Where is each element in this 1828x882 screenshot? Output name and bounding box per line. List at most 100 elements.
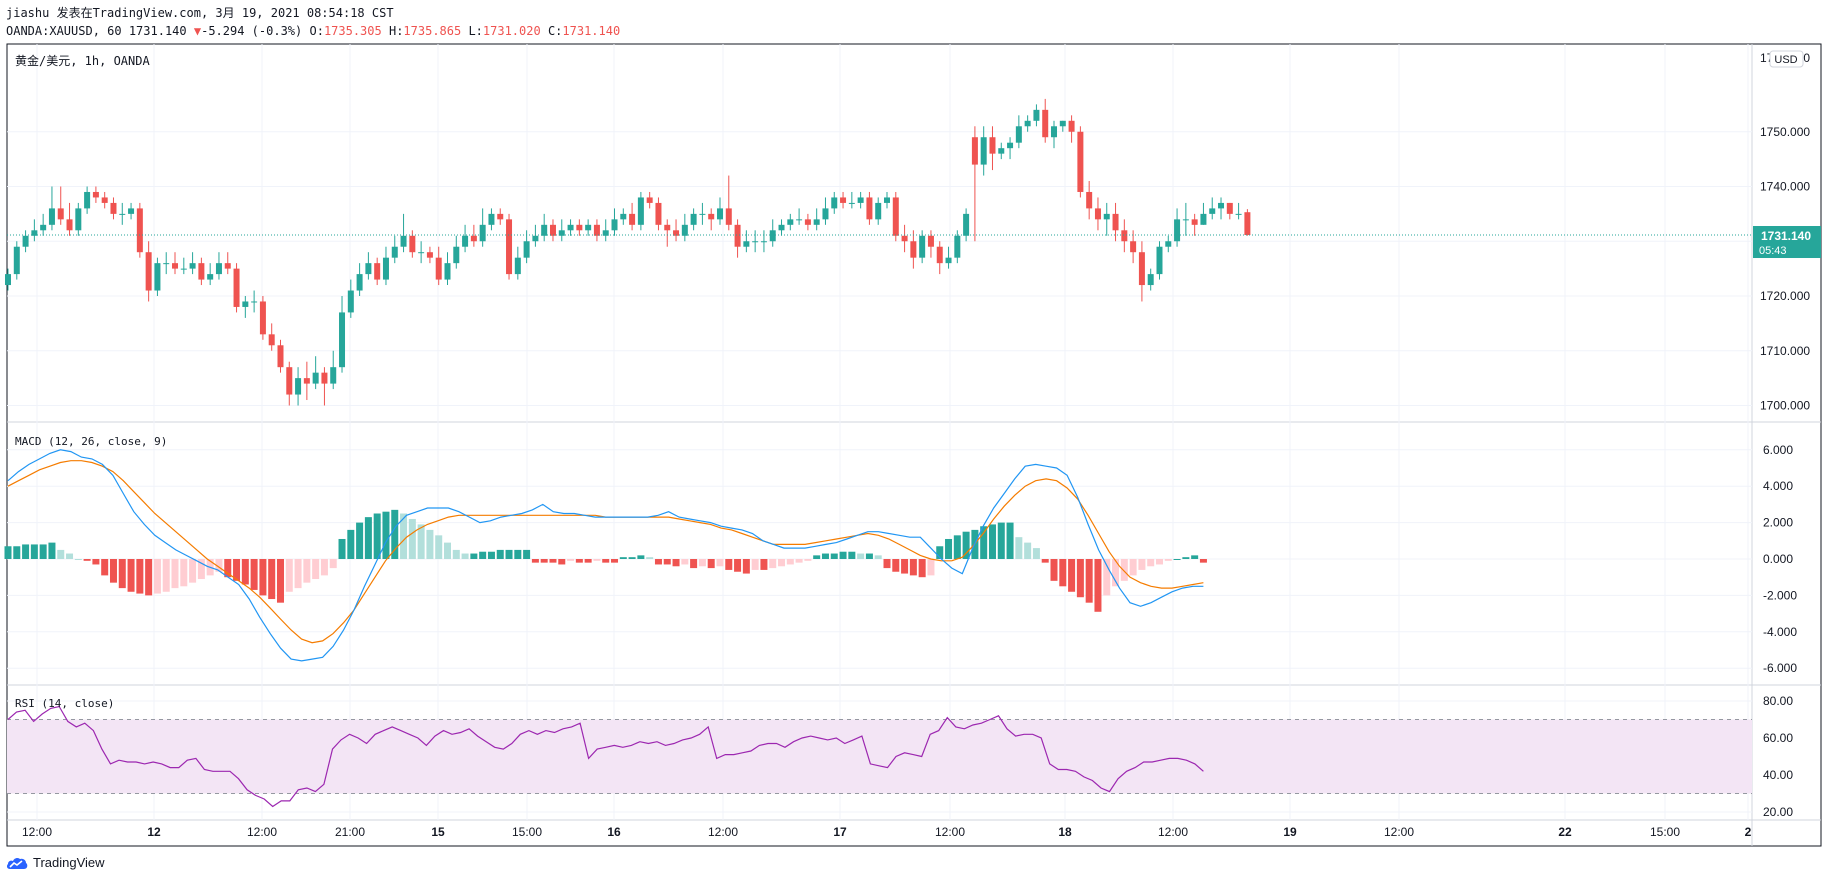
time-tick-label: 15	[431, 825, 445, 839]
candle-body	[66, 219, 73, 231]
candle-body	[1042, 109, 1049, 138]
candle-body	[954, 235, 961, 258]
candle-body	[1226, 202, 1233, 214]
macd-histogram-bar	[690, 559, 698, 569]
macd-histogram-bar	[74, 559, 82, 560]
candle-body	[1165, 241, 1172, 247]
candle-body	[382, 257, 389, 280]
low-value: 1731.020	[482, 24, 541, 38]
macd-histogram-bar	[171, 559, 179, 589]
candle-body	[1218, 202, 1225, 209]
macd-histogram-bar	[487, 551, 495, 559]
candlestick-series[interactable]	[5, 98, 1752, 406]
macd-histogram-bar	[39, 544, 47, 559]
candle-body	[128, 208, 135, 214]
candle-body	[339, 312, 346, 368]
candle-body	[470, 235, 477, 242]
candle-body	[1077, 131, 1084, 192]
candle-body	[752, 241, 759, 243]
candle-body	[1007, 142, 1014, 149]
macd-histogram-bar	[1050, 559, 1058, 581]
tradingview-brand[interactable]: TradingView	[6, 855, 105, 870]
macd-histogram-bar	[874, 555, 882, 559]
candle-body	[5, 274, 11, 286]
candle-body	[13, 246, 20, 275]
down-arrow-icon: ▼	[193, 24, 202, 38]
macd-histogram-bar	[927, 559, 935, 576]
macd-histogram-bar	[839, 551, 847, 559]
macd-histogram-bar	[118, 559, 126, 589]
macd-histogram-bar	[637, 555, 645, 559]
macd-histogram-bar	[523, 549, 531, 559]
macd-histogram-bar	[1129, 559, 1137, 576]
macd-histogram-bar	[628, 557, 636, 559]
macd-histogram-bar	[13, 546, 21, 559]
price-tick-label: 1710.000	[1760, 344, 1810, 358]
macd-histogram-bar	[373, 513, 381, 559]
candle-body	[936, 246, 943, 264]
macd-histogram-bar	[444, 542, 451, 559]
time-tick-label: 16	[607, 825, 621, 839]
price-change: -5.294 (-0.3%)	[201, 24, 303, 38]
macd-histogram-bar	[716, 559, 724, 567]
macd-histogram-bar	[883, 559, 891, 569]
macd-histogram-bar	[531, 559, 539, 563]
candle-body	[330, 367, 337, 384]
macd-histogram-bar	[338, 538, 346, 559]
brand-name: TradingView	[33, 855, 105, 870]
candle-body	[154, 263, 161, 291]
macd-tick-label: 0.000	[1763, 552, 1793, 566]
candle-body	[462, 235, 469, 247]
time-tick-label: 12:00	[935, 825, 965, 839]
symbol-label: OANDA:XAUUSD, 60 1731.140	[6, 24, 187, 38]
macd-histogram-bar	[707, 559, 715, 569]
macd-histogram-bar	[48, 542, 56, 559]
indicator-lines[interactable]	[7, 449, 1204, 808]
countdown-label: 05:43	[1759, 245, 1787, 257]
candle-body	[92, 191, 99, 198]
candle-body	[637, 197, 644, 225]
macd-histogram[interactable]	[4, 509, 1207, 612]
publish-info: jiashu 发表在TradingView.com, 3月 19, 2021 0…	[6, 6, 394, 20]
macd-histogram-bar	[241, 559, 249, 585]
macd-tick-label: 6.000	[1763, 443, 1793, 457]
chart-header: jiashu 发表在TradingView.com, 3月 19, 2021 0…	[6, 6, 620, 38]
candle-body	[743, 241, 750, 247]
candle-body	[1191, 219, 1198, 225]
last-price-label: 1731.140	[1761, 229, 1811, 243]
candle-body	[620, 213, 627, 220]
symbol-ohlc-line: OANDA:XAUUSD, 60 1731.140 ▼-5.294 (-0.3%…	[6, 24, 620, 38]
candle-body	[840, 197, 847, 203]
candle-body	[866, 197, 873, 220]
high-value: 1735.865	[403, 24, 462, 38]
candle-body	[189, 263, 196, 269]
candle-body	[374, 263, 381, 280]
macd-histogram-bar	[1120, 559, 1128, 581]
chart-border	[6, 43, 1822, 847]
macd-histogram-bar	[997, 522, 1005, 559]
candle-body	[875, 202, 882, 220]
macd-histogram-bar	[285, 559, 293, 592]
macd-histogram-bar	[813, 555, 821, 559]
candle-body	[1103, 213, 1110, 220]
candle-body	[602, 230, 609, 236]
macd-histogram-bar	[452, 549, 460, 559]
macd-histogram-bar	[1024, 542, 1032, 559]
candle-body	[172, 263, 179, 269]
macd-histogram-bar	[1199, 559, 1207, 563]
macd-histogram-bar	[540, 559, 548, 563]
price-tick-label: 1740.000	[1760, 180, 1810, 194]
macd-histogram-bar	[619, 557, 627, 559]
candle-body	[655, 202, 662, 225]
open-label: O:	[309, 24, 324, 38]
macd-histogram-bar	[496, 549, 504, 559]
price-tick-label: 1750.000	[1760, 125, 1810, 139]
candle-body	[699, 213, 706, 215]
candle-body	[673, 230, 680, 236]
macd-histogram-bar	[769, 559, 777, 569]
candle-body	[725, 208, 732, 225]
candle-body	[268, 334, 275, 346]
macd-histogram-bar	[549, 559, 557, 563]
candle-body	[831, 197, 838, 209]
